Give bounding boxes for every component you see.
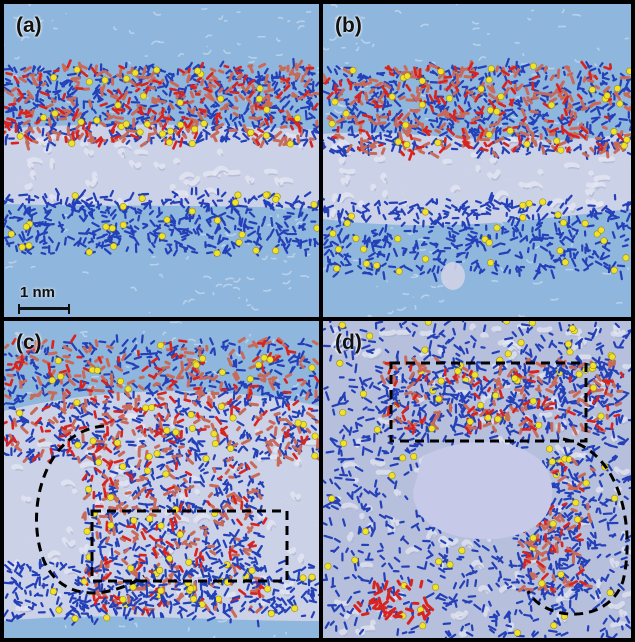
panel-a-label: (a): [16, 14, 42, 37]
panel-d: (d): [323, 321, 631, 638]
panel-b-label: (b): [335, 14, 362, 37]
panel-b-render: [323, 4, 631, 317]
panel-b: (b): [323, 4, 631, 317]
panel-d-label: (d): [335, 331, 362, 354]
panel-d-render: [323, 321, 631, 638]
scale-bar-label: 1 nm: [20, 284, 56, 301]
panel-a-render: [4, 4, 319, 317]
scale-bar: 1 nm: [18, 284, 70, 314]
panel-c: (c): [4, 321, 319, 638]
panel-a: (a) 1 nm: [4, 4, 319, 317]
scale-bar-line: [18, 307, 70, 310]
panel-c-label: (c): [16, 331, 42, 354]
panel-c-render: [4, 321, 319, 638]
